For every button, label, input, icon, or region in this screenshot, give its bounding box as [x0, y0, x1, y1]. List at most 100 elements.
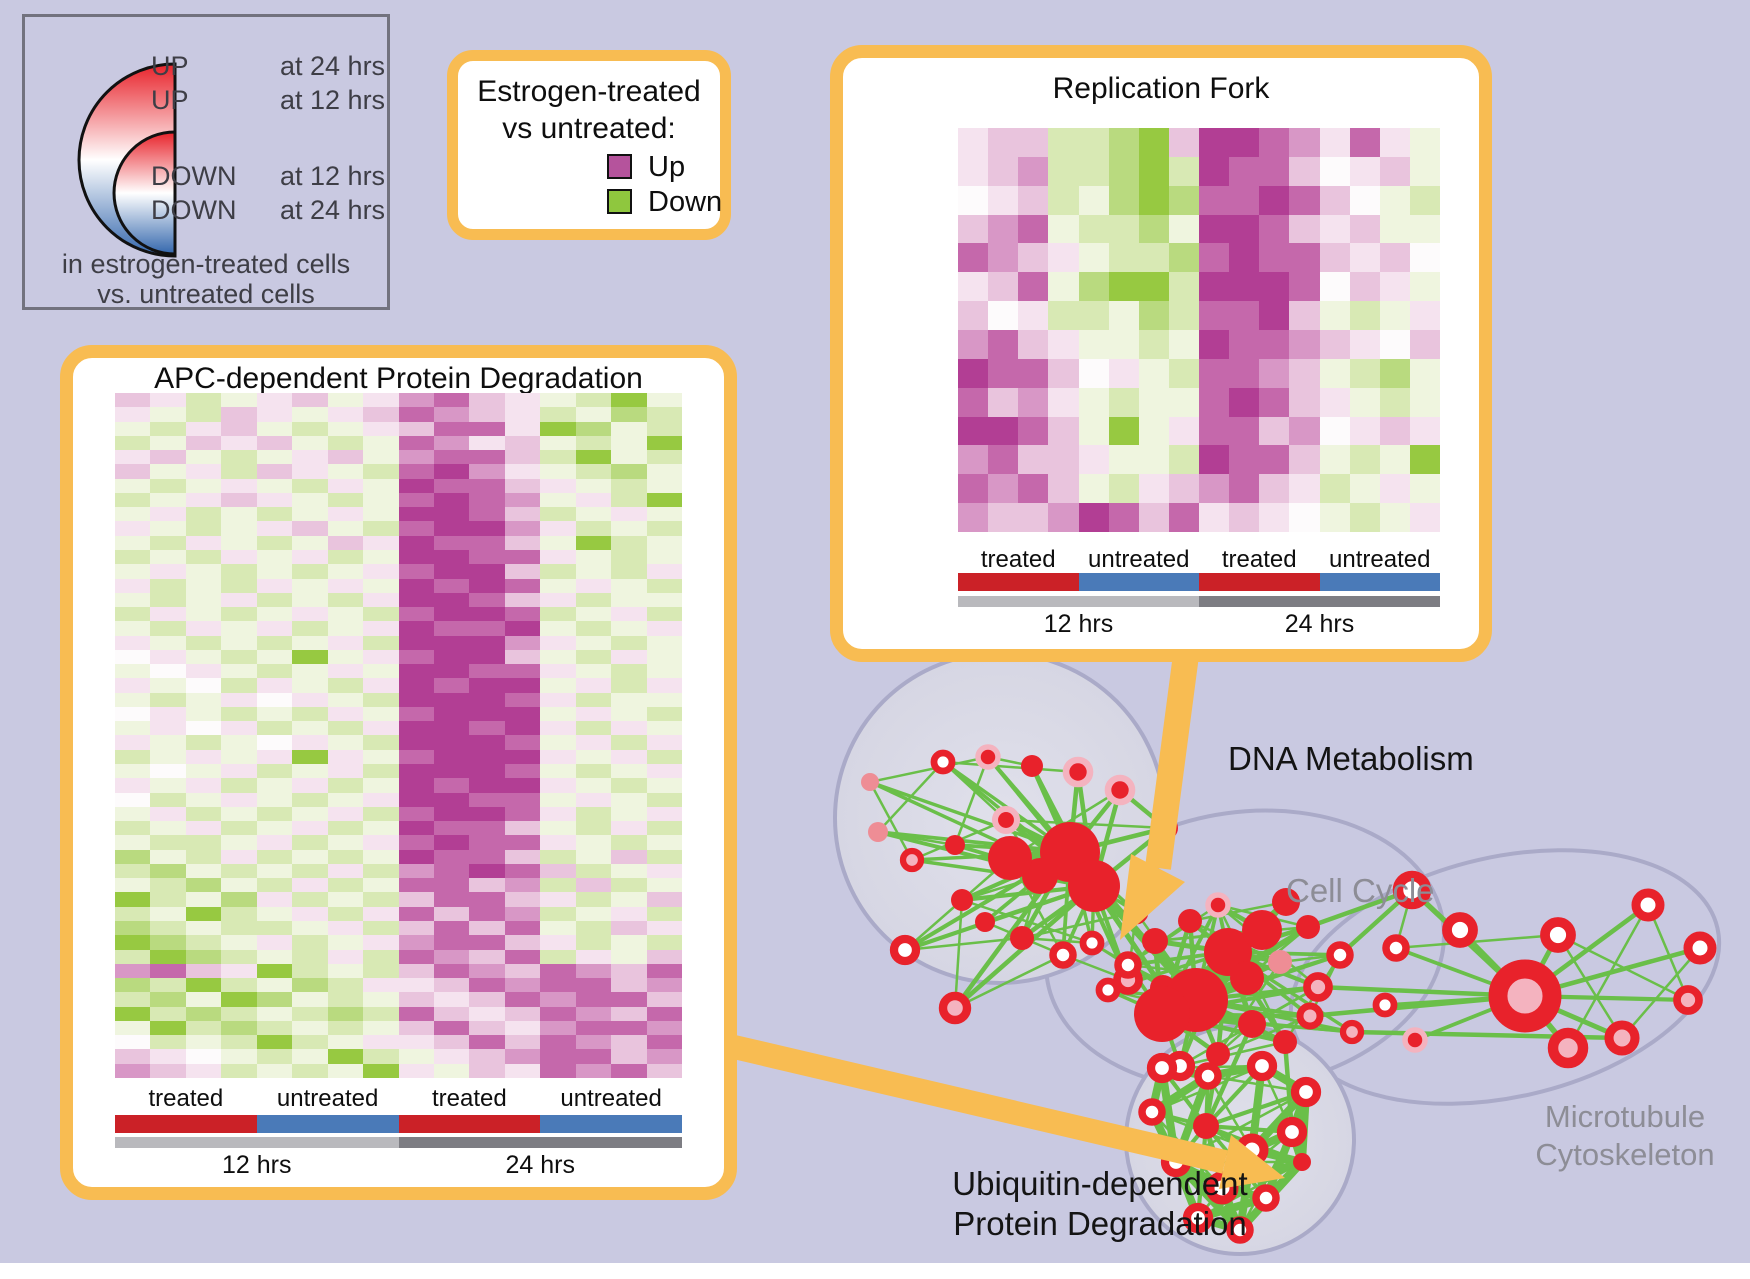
heatmap-cell — [398, 935, 434, 950]
heatmap-cell — [1138, 301, 1169, 330]
heatmap-cell — [646, 450, 682, 465]
heatmap-cell — [115, 478, 151, 493]
heatmap-cell — [611, 792, 647, 807]
condition-bar-segment — [1319, 573, 1440, 591]
heatmap-cell — [185, 949, 222, 964]
heatmap-cell — [327, 806, 364, 822]
heatmap-cell — [504, 578, 541, 593]
heatmap-cell — [433, 607, 470, 622]
condition-group-label: treated — [1221, 546, 1297, 573]
heatmap-cell — [504, 435, 541, 451]
heatmap-cell — [504, 450, 541, 465]
heatmap-cell — [256, 592, 293, 608]
heatmap-cell — [540, 607, 576, 622]
network-node-ring-white — [1276, 1116, 1308, 1148]
condition-bar-segment — [256, 1115, 399, 1133]
network-node-ring-white — [1146, 1052, 1178, 1084]
heatmap-cell — [575, 592, 612, 608]
heatmap-cell — [611, 507, 647, 522]
heatmap-cell — [504, 706, 541, 722]
heatmap-cell — [363, 906, 399, 922]
heatmap-cell — [398, 1006, 434, 1021]
cluster-label-dna-metabolism: DNA Metabolism — [1228, 740, 1474, 777]
heatmap-cell — [115, 607, 151, 622]
heatmap-cell — [646, 992, 682, 1007]
network-node-ring-pink — [1547, 1027, 1589, 1069]
network-node-ring-white — [1049, 941, 1077, 969]
heatmap-cell — [611, 578, 647, 593]
heatmap-cell — [575, 607, 612, 622]
heatmap-cell — [221, 1063, 257, 1078]
heatmap-cell — [292, 706, 328, 722]
network-node-pink-ring-red — [1402, 1027, 1428, 1053]
heatmap-cell — [469, 1035, 505, 1050]
heatmap-cell — [185, 421, 222, 436]
heatmap-cell — [115, 1035, 151, 1050]
color-legend-title: Estrogen-treated vs untreated: — [458, 73, 720, 147]
heatmap-cell — [1379, 301, 1410, 330]
heatmap-cell — [185, 963, 222, 979]
heatmap-cell — [540, 992, 576, 1007]
heatmap-cell — [1289, 156, 1320, 186]
heatmap-cell — [256, 892, 293, 907]
heatmap-cell — [540, 849, 576, 864]
heatmap-cell — [292, 1006, 328, 1021]
heatmap-cell — [185, 821, 222, 836]
heatmap-cell — [363, 649, 399, 665]
heatmap-cell — [433, 621, 470, 636]
ubiquitin-label-line1: Ubiquitin-dependent — [952, 1165, 1248, 1202]
heatmap-cell — [398, 692, 434, 707]
network-node-red — [1178, 909, 1202, 933]
heatmap-cell — [1048, 243, 1079, 273]
heatmap-cell — [327, 478, 364, 493]
heatmap-cell — [469, 421, 505, 436]
heatmap-cell — [1168, 128, 1199, 157]
heatmap-cell — [1259, 214, 1290, 244]
heatmap-cell — [363, 407, 399, 422]
heatmap-cell — [398, 535, 434, 550]
heatmap-cell — [540, 792, 576, 807]
heatmap-cell — [150, 1035, 186, 1050]
heatmap-cell — [433, 393, 470, 408]
heatmap-cell — [988, 301, 1019, 330]
heatmap-cell — [150, 535, 186, 550]
heatmap-cell — [115, 963, 151, 979]
heatmap-cell — [1319, 445, 1350, 475]
network-node-ring-pink — [1296, 1002, 1324, 1030]
replication-fork-panel: Replication Fork treated untreated treated… — [830, 45, 1492, 662]
heatmap-cell — [115, 549, 151, 565]
heatmap-cell — [646, 749, 682, 765]
heatmap-cell — [504, 478, 541, 493]
heatmap-cell — [611, 649, 647, 665]
heatmap-cell — [185, 1035, 222, 1050]
heatmap-cell — [150, 735, 186, 750]
heatmap-cell — [256, 1035, 293, 1050]
heatmap-cell — [1078, 445, 1109, 475]
heatmap-cell — [504, 992, 541, 1007]
heatmap-cell — [221, 721, 257, 736]
heatmap-cell — [150, 1006, 186, 1021]
heatmap-cell — [363, 778, 399, 793]
heatmap-cell — [115, 407, 151, 422]
heatmap-cell — [150, 778, 186, 793]
heatmap-cell — [1018, 243, 1049, 273]
heatmap-cell — [1108, 301, 1139, 330]
heatmap-cell — [363, 949, 399, 964]
network-edge — [1005, 818, 1167, 830]
network-node-red — [1193, 1113, 1219, 1139]
up-down-ring-glyph — [77, 62, 177, 258]
heatmap-cell — [327, 1063, 364, 1078]
heatmap-cell — [504, 906, 541, 922]
replication-fork-condition-bar — [958, 573, 1440, 591]
heatmap-cell — [575, 1049, 612, 1064]
time-bar-segment — [958, 596, 1199, 607]
heatmap-cell — [115, 849, 151, 864]
heatmap-cell — [611, 635, 647, 650]
heatmap-cell — [221, 978, 257, 993]
heatmap-cell — [185, 435, 222, 451]
heatmap-cell — [150, 878, 186, 893]
heatmap-cell — [433, 1063, 470, 1078]
heatmap-cell — [540, 678, 576, 693]
heatmap-cell — [1048, 416, 1079, 446]
heatmap-cell — [433, 492, 470, 508]
